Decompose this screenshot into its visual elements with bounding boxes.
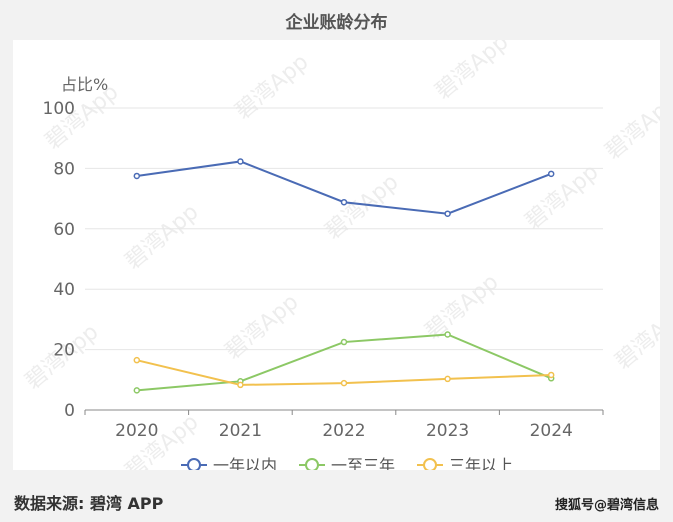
legend-marker <box>423 458 437 472</box>
data-source-label: 数据来源: 碧湾 APP <box>14 494 164 513</box>
data-point <box>444 331 451 338</box>
x-tick-label: 2023 <box>426 421 469 441</box>
y-tick-label: 100 <box>43 99 75 119</box>
legend-marker <box>305 458 319 472</box>
watermark-text: 碧湾App <box>601 90 660 165</box>
watermark-text: 碧湾App <box>221 290 304 365</box>
credit-label: 搜狐号@碧湾信息 <box>554 498 659 513</box>
data-point <box>444 375 451 383</box>
watermark-text: 碧湾App <box>431 40 514 105</box>
legend: 一年以内 一至三年 三年以上 <box>181 456 513 475</box>
data-point <box>237 381 244 389</box>
legend-label: 一年以内 <box>213 456 277 470</box>
x-tick-label: 2020 <box>115 421 158 441</box>
watermark-text: 碧湾App <box>611 300 660 375</box>
series-layer <box>133 158 555 394</box>
watermark-text: 碧湾App <box>521 160 604 235</box>
watermark-text: 碧湾App <box>231 50 314 125</box>
y-tick-label: 0 <box>64 401 75 421</box>
chart-panel: 碧湾App 碧湾App 碧湾App 碧湾App 碧湾App 碧湾App 碧湾App 碧湾App… <box>13 30 673 485</box>
data-point <box>547 170 555 178</box>
data-point <box>133 172 141 180</box>
data-point <box>444 210 451 217</box>
x-tick-label: 2021 <box>219 421 262 441</box>
y-tick-label: 80 <box>53 159 75 179</box>
gridlines <box>85 107 603 351</box>
x-tick-label: 2024 <box>530 421 573 441</box>
y-axis-label: 占比% <box>61 75 108 94</box>
legend-marker <box>187 458 201 472</box>
y-tick-label: 20 <box>53 341 75 361</box>
watermark-text: 碧湾App <box>121 200 204 275</box>
axes: 0 20 40 60 80 100 2020 2021 2022 2023 2024 占比% <box>43 75 604 441</box>
data-point <box>133 387 141 394</box>
data-point <box>340 379 348 387</box>
chart-title: 企业账龄分布 <box>285 13 388 33</box>
data-point <box>547 371 555 379</box>
y-tick-label: 40 <box>53 280 75 300</box>
legend-label: 三年以上 <box>449 456 513 470</box>
data-point <box>237 158 244 165</box>
data-point <box>340 198 348 206</box>
data-point <box>133 356 141 364</box>
legend-label: 一至三年 <box>331 456 395 470</box>
data-point <box>340 338 348 346</box>
y-tick-label: 60 <box>53 220 75 240</box>
x-tick-label: 2022 <box>322 421 365 441</box>
watermark-text: 碧湾App <box>421 270 504 345</box>
